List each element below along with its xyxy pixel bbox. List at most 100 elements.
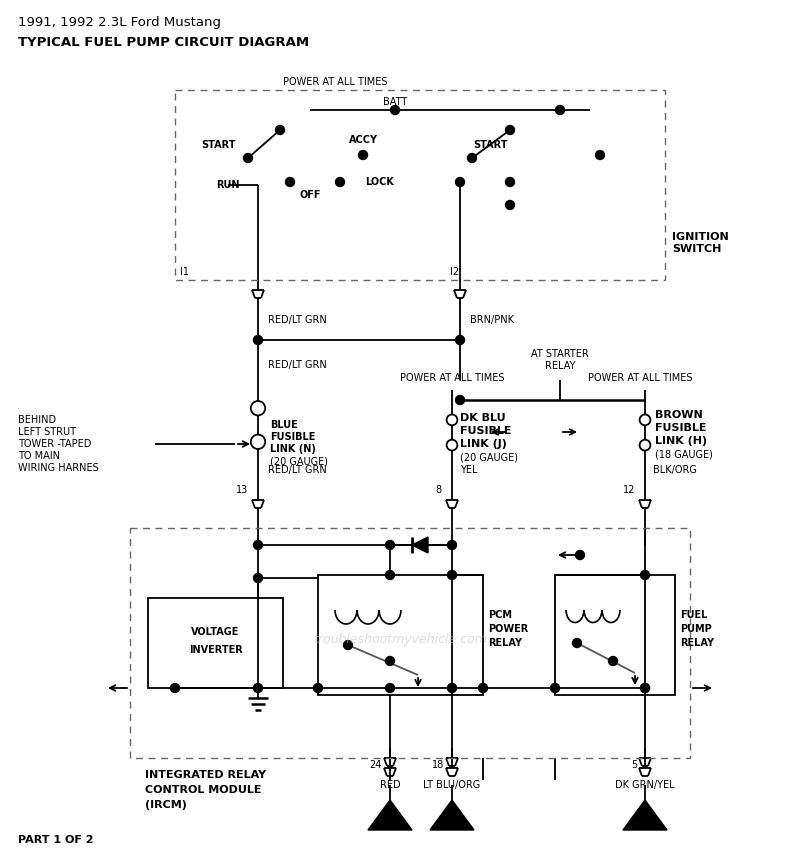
Text: BLUE: BLUE — [270, 420, 298, 430]
Circle shape — [478, 683, 487, 693]
Circle shape — [641, 683, 650, 693]
Circle shape — [447, 683, 457, 693]
Text: YEL: YEL — [460, 465, 478, 475]
Text: PUMP: PUMP — [680, 624, 712, 634]
Text: TO MAIN: TO MAIN — [18, 451, 60, 461]
Bar — [148, 598, 283, 688]
Text: 8: 8 — [436, 485, 442, 495]
Text: PART 1 OF 2: PART 1 OF 2 — [18, 835, 94, 845]
Text: I1: I1 — [180, 267, 189, 277]
Circle shape — [575, 551, 585, 559]
Circle shape — [386, 683, 394, 693]
Circle shape — [506, 201, 514, 209]
Circle shape — [254, 683, 262, 693]
Text: POWER: POWER — [488, 624, 528, 634]
Circle shape — [641, 570, 650, 580]
Text: (18 GAUGE): (18 GAUGE) — [655, 449, 713, 459]
Text: OFF: OFF — [299, 190, 321, 200]
Circle shape — [447, 541, 457, 549]
Circle shape — [254, 574, 262, 582]
Circle shape — [455, 336, 465, 344]
Circle shape — [455, 178, 465, 186]
Text: RELAY: RELAY — [488, 638, 522, 648]
Circle shape — [573, 638, 582, 648]
Text: LT BLU/ORG: LT BLU/ORG — [423, 780, 481, 790]
Text: WIRING HARNES: WIRING HARNES — [18, 463, 98, 473]
Circle shape — [254, 541, 262, 549]
Circle shape — [275, 126, 285, 134]
Text: AT STARTER
RELAY: AT STARTER RELAY — [531, 349, 589, 371]
Text: FUEL: FUEL — [680, 610, 707, 620]
Polygon shape — [412, 537, 428, 553]
Polygon shape — [368, 800, 412, 830]
Text: LOCK: LOCK — [366, 177, 394, 187]
Circle shape — [550, 683, 559, 693]
Text: BATT: BATT — [383, 97, 407, 107]
Text: B: B — [448, 815, 456, 825]
Text: A: A — [386, 815, 394, 825]
Circle shape — [343, 641, 353, 649]
Text: TYPICAL FUEL PUMP CIRCUIT DIAGRAM: TYPICAL FUEL PUMP CIRCUIT DIAGRAM — [18, 36, 309, 48]
Circle shape — [358, 150, 367, 160]
Bar — [555, 575, 675, 695]
Circle shape — [467, 154, 477, 162]
Circle shape — [609, 656, 618, 666]
Text: (IRCM): (IRCM) — [145, 800, 187, 810]
Text: I2: I2 — [450, 267, 459, 277]
Text: RELAY: RELAY — [680, 638, 714, 648]
Circle shape — [506, 126, 514, 134]
Circle shape — [506, 178, 514, 186]
Text: INTEGRATED RELAY: INTEGRATED RELAY — [145, 770, 266, 780]
Circle shape — [455, 395, 465, 405]
Text: (20 GAUGE): (20 GAUGE) — [460, 452, 518, 462]
Circle shape — [386, 541, 394, 549]
Circle shape — [595, 150, 605, 160]
Polygon shape — [430, 800, 474, 830]
Text: BRN/PNK: BRN/PNK — [470, 315, 514, 325]
Text: START: START — [473, 140, 507, 150]
Text: RED: RED — [380, 780, 400, 790]
Text: RED/LT GRN: RED/LT GRN — [268, 465, 326, 475]
Circle shape — [335, 178, 345, 186]
Text: LINK (J): LINK (J) — [460, 439, 507, 449]
Text: DK GRN/YEL: DK GRN/YEL — [615, 780, 675, 790]
Bar — [318, 575, 483, 695]
Text: VOLTAGE: VOLTAGE — [191, 627, 240, 638]
Text: 24: 24 — [370, 760, 382, 770]
Circle shape — [254, 336, 262, 344]
Text: START: START — [201, 140, 235, 150]
Text: 18: 18 — [432, 760, 444, 770]
Text: DK BLU: DK BLU — [460, 413, 506, 423]
Text: (20 GAUGE): (20 GAUGE) — [270, 456, 328, 466]
Text: IGNITION
SWITCH: IGNITION SWITCH — [672, 232, 729, 254]
Polygon shape — [623, 800, 667, 830]
Text: troubleshootmyvehicle.com: troubleshootmyvehicle.com — [313, 633, 487, 647]
Circle shape — [555, 105, 565, 115]
Text: LEFT STRUT: LEFT STRUT — [18, 427, 76, 437]
Circle shape — [641, 683, 650, 693]
Text: 5: 5 — [630, 760, 637, 770]
Bar — [130, 528, 690, 758]
Text: POWER AT ALL TIMES: POWER AT ALL TIMES — [400, 373, 504, 383]
Bar — [175, 90, 665, 280]
Text: FUSIBLE: FUSIBLE — [460, 426, 511, 436]
Text: TOWER -TAPED: TOWER -TAPED — [18, 439, 91, 449]
Circle shape — [243, 154, 253, 162]
Text: BLK/ORG: BLK/ORG — [653, 465, 697, 475]
Circle shape — [286, 178, 294, 186]
Text: BROWN: BROWN — [655, 410, 702, 420]
Text: C: C — [641, 815, 649, 825]
Circle shape — [447, 570, 457, 580]
Text: 12: 12 — [622, 485, 635, 495]
Text: CONTROL MODULE: CONTROL MODULE — [145, 785, 262, 795]
Circle shape — [170, 683, 179, 693]
Circle shape — [390, 105, 399, 115]
Text: LINK (H): LINK (H) — [655, 436, 707, 446]
Text: INVERTER: INVERTER — [189, 645, 242, 655]
Text: RUN: RUN — [216, 180, 240, 190]
Text: BEHIND: BEHIND — [18, 415, 56, 425]
Text: FUSIBLE: FUSIBLE — [270, 432, 315, 442]
Text: 1991, 1992 2.3L Ford Mustang: 1991, 1992 2.3L Ford Mustang — [18, 15, 221, 29]
Circle shape — [386, 656, 394, 666]
Text: ACCY: ACCY — [349, 135, 378, 145]
